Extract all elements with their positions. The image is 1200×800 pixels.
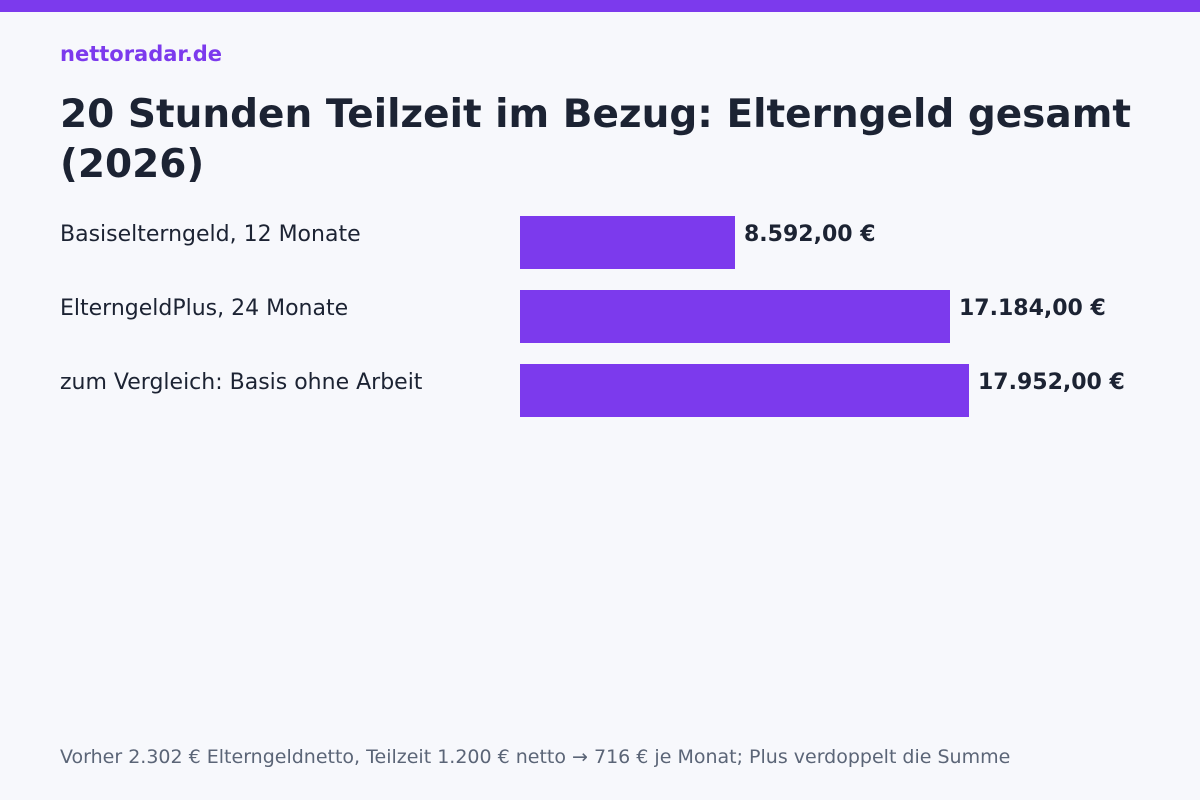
category-label: Basiselterngeld, 12 Monate	[60, 222, 361, 247]
chart-title: 20 Stunden Teilzeit im Bezug: Elterngeld…	[60, 92, 1131, 187]
value-label: 8.592,00 €	[744, 222, 876, 247]
footnote: Vorher 2.302 € Elterngeldnetto, Teilzeit…	[60, 746, 1011, 768]
bar	[520, 364, 969, 417]
value-label: 17.952,00 €	[978, 370, 1125, 395]
bar	[520, 216, 735, 269]
value-label: 17.184,00 €	[959, 296, 1106, 321]
bar-chart: Basiselterngeld, 12 Monate 8.592,00 € Elte…	[60, 216, 1125, 417]
top-accent-bar	[0, 0, 1200, 12]
category-label: zum Vergleich: Basis ohne Arbeit	[60, 370, 423, 395]
brand-name: nettoradar.de	[60, 42, 223, 66]
category-label: ElterngeldPlus, 24 Monate	[60, 296, 348, 321]
bar	[520, 290, 950, 343]
